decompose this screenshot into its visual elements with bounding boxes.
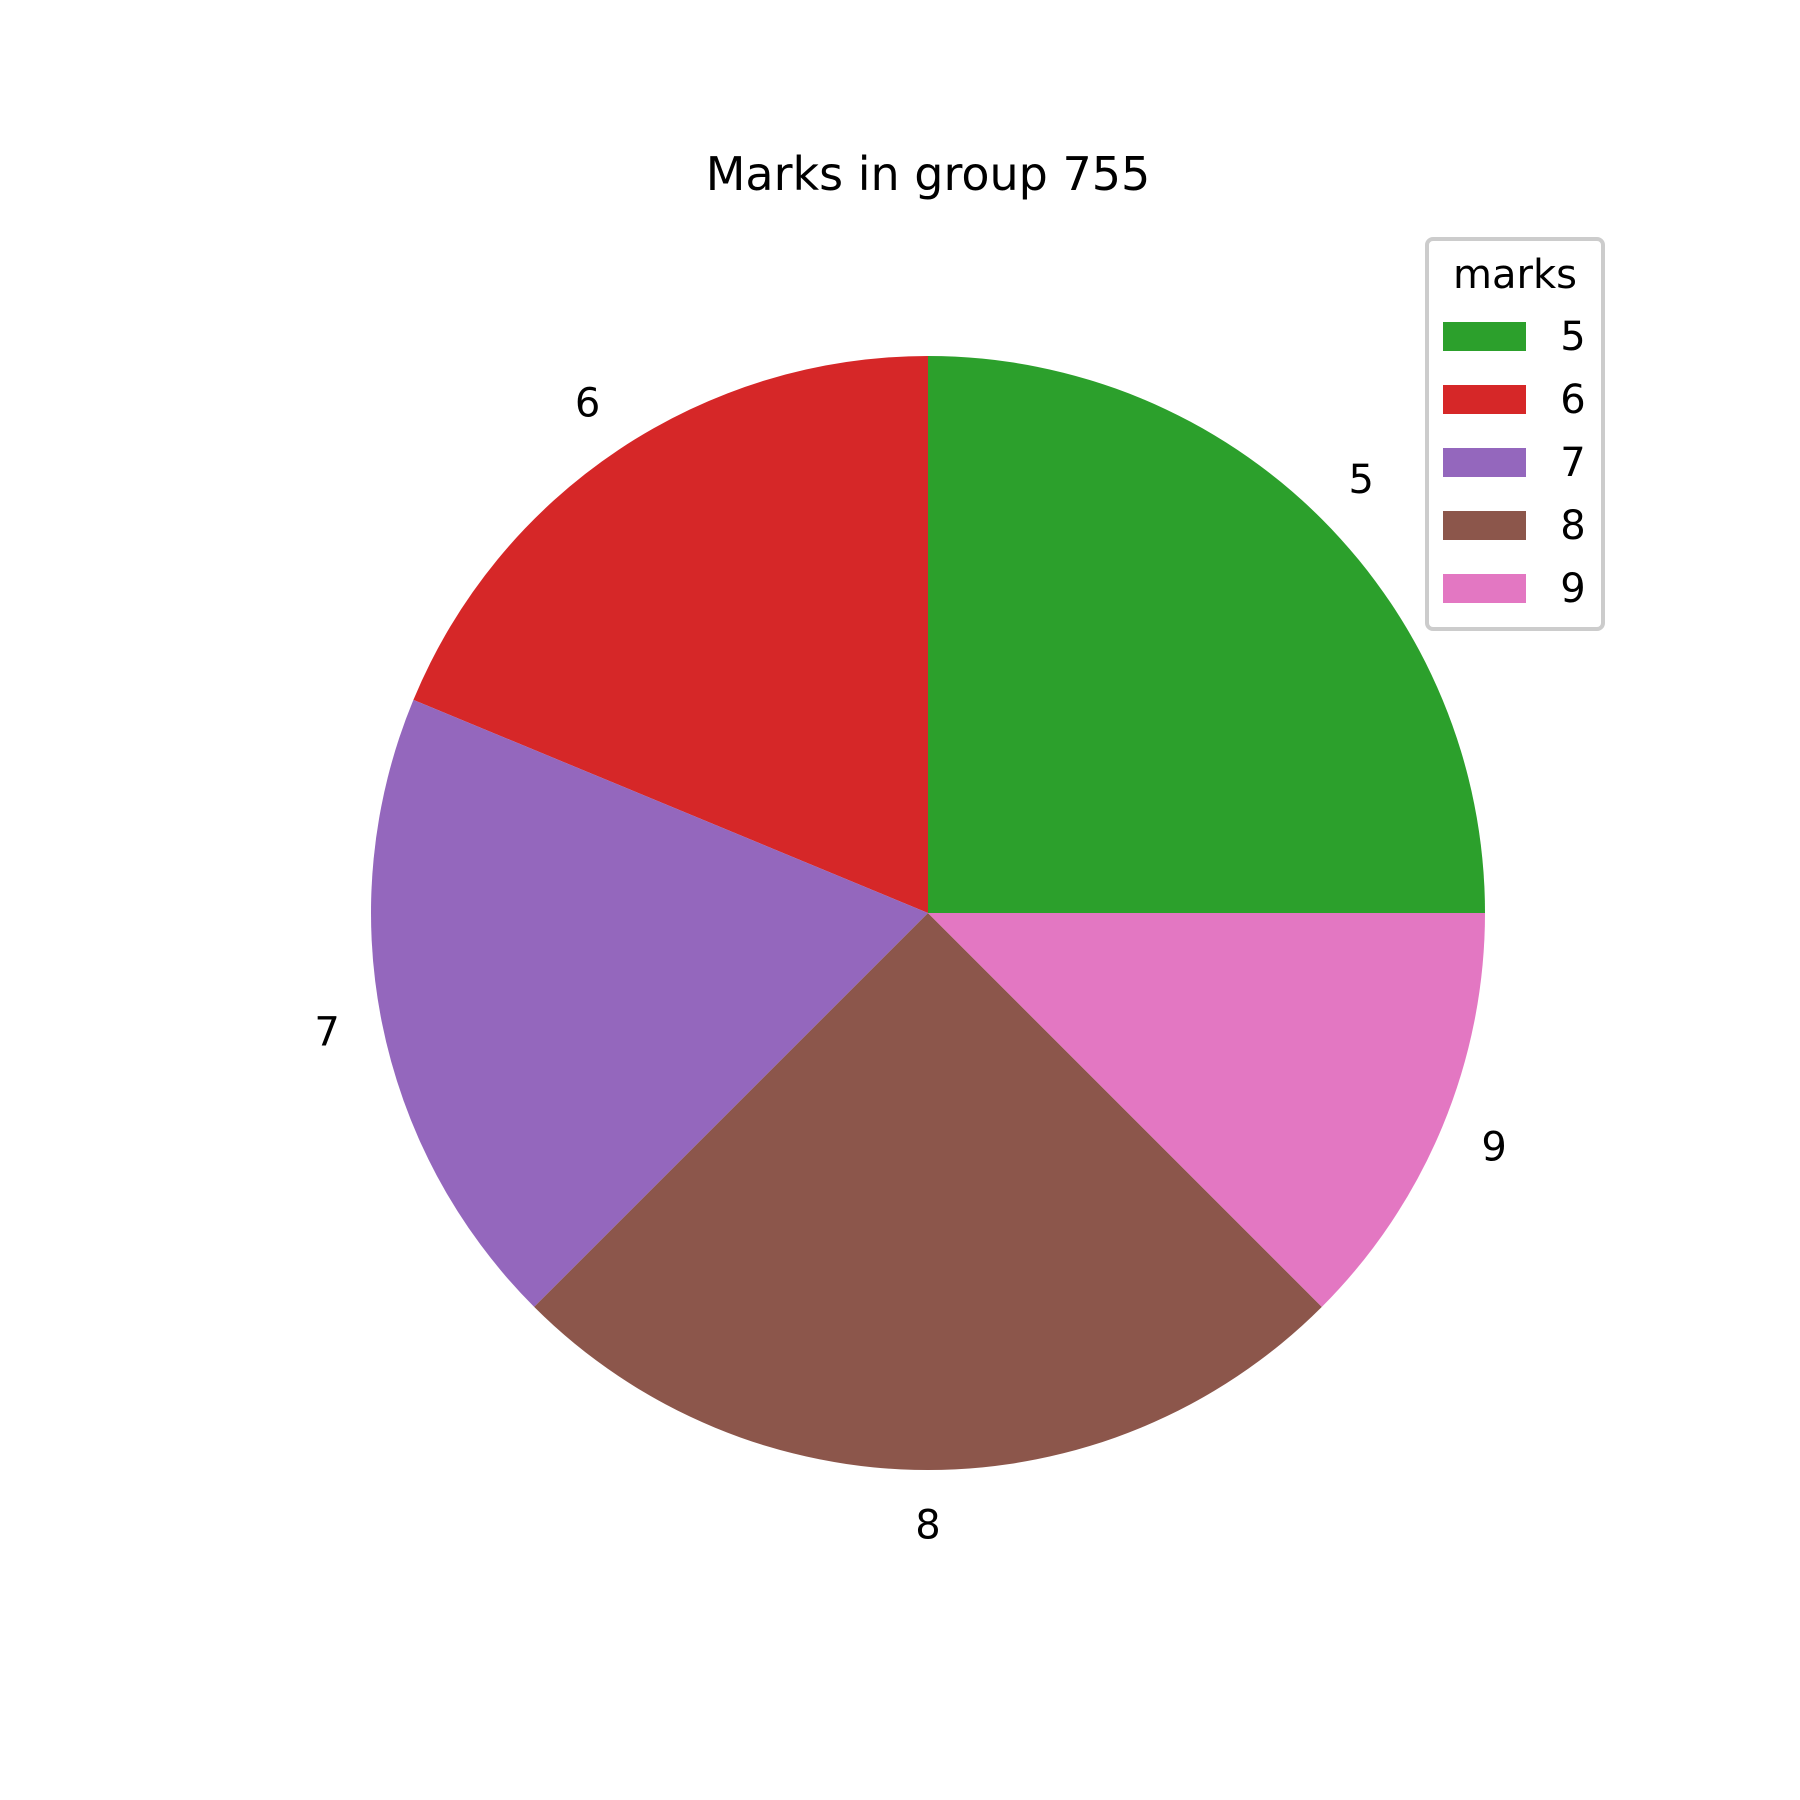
slice-label-9: 9 [1481, 1124, 1506, 1170]
slice-label-5: 5 [1349, 457, 1374, 503]
legend: marks 5 6 7 8 9 [1425, 237, 1605, 631]
legend-label-7: 7 [1560, 440, 1585, 486]
legend-swatch-5 [1443, 322, 1526, 351]
legend-label-8: 8 [1560, 503, 1585, 549]
legend-label-6: 6 [1560, 377, 1585, 423]
legend-title: marks [1453, 252, 1577, 298]
slice-label-8: 8 [915, 1503, 940, 1549]
pie-slice-9 [928, 913, 1485, 1307]
slice-label-6: 6 [575, 381, 600, 427]
slice-label-7: 7 [314, 1010, 339, 1056]
pie-slice-labels: 5 6 7 8 9 [314, 381, 1506, 1549]
pie-slices [371, 356, 1485, 1470]
legend-label-5: 5 [1560, 314, 1585, 360]
pie-slice-5 [928, 356, 1485, 913]
legend-swatch-7 [1443, 448, 1526, 477]
pie-slice-6 [413, 356, 928, 913]
chart-title: Marks in group 755 [706, 147, 1151, 201]
legend-swatch-6 [1443, 385, 1526, 414]
legend-entries: 5 6 7 8 9 [1443, 314, 1586, 612]
legend-swatch-8 [1443, 511, 1526, 540]
legend-swatch-9 [1443, 574, 1526, 603]
legend-label-9: 9 [1560, 566, 1585, 612]
pie-slice-7 [371, 699, 929, 1307]
pie-slice-8 [534, 913, 1322, 1470]
